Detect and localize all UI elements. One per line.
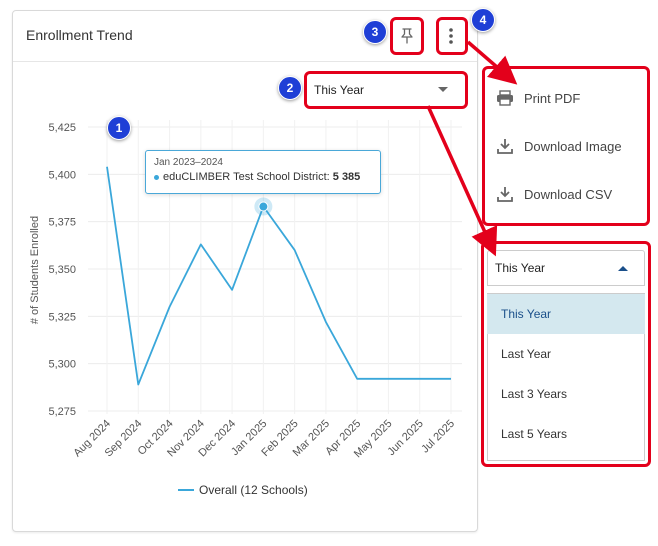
step-badge-2: 2	[278, 76, 302, 100]
y-tick-label: 5,400	[48, 169, 76, 181]
range-dropdown-value: This Year	[495, 261, 546, 275]
step-badge-3: 3	[363, 20, 387, 44]
year-select[interactable]: This Year	[308, 76, 462, 104]
y-tick-label: 5,325	[48, 311, 76, 323]
y-axis-ticks: 5,275 5,300 5,325 5,350 5,375 5,400 5,425	[48, 122, 76, 418]
range-option-last-5-years[interactable]: Last 5 Years	[487, 414, 645, 454]
chart-tooltip: Jan 2023–2024 eduCLIMBER Test School Dis…	[145, 150, 381, 194]
year-select-highlight	[304, 71, 468, 109]
pin-icon	[401, 28, 413, 44]
range-option-this-year[interactable]: This Year	[487, 294, 645, 334]
year-select-value: This Year	[314, 83, 365, 97]
option-label: Last Year	[501, 347, 552, 361]
tooltip-line: eduCLIMBER Test School District: 5 385	[154, 171, 372, 183]
range-dropdown-highlight	[481, 241, 651, 467]
option-label: This Year	[501, 307, 552, 321]
download-icon	[497, 187, 513, 202]
legend-label: Overall (12 Schools)	[199, 483, 308, 497]
legend: Overall (12 Schools)	[178, 483, 308, 497]
chevron-down-icon	[438, 87, 448, 92]
tooltip-value: 5 385	[332, 171, 361, 183]
range-option-last-3-years[interactable]: Last 3 Years	[487, 374, 645, 414]
series-points	[254, 197, 273, 216]
card-divider	[13, 61, 477, 62]
chevron-up-icon	[618, 266, 628, 271]
menu-item-label: Print PDF	[524, 90, 581, 106]
step-badge-1: 1	[107, 116, 131, 140]
step-badge-4: 4	[471, 8, 495, 32]
tooltip-series-name: eduCLIMBER Test School District:	[163, 171, 330, 183]
menu-item-download-csv[interactable]: Download CSV	[496, 186, 612, 202]
highlighted-data-point[interactable]	[258, 201, 269, 212]
export-menu-highlight	[482, 66, 650, 226]
menu-item-label: Download Image	[524, 138, 622, 154]
menu-item-print-pdf[interactable]: Print PDF	[496, 90, 580, 106]
y-tick-label: 5,275	[48, 406, 76, 418]
range-option-last-year[interactable]: Last Year	[487, 334, 645, 374]
printer-icon	[497, 90, 513, 106]
y-axis-label: # of Students Enrolled	[29, 216, 41, 324]
tooltip-series-dot	[154, 174, 159, 180]
range-dropdown[interactable]: This Year	[487, 250, 645, 286]
x-tick-label: Jul 2025	[419, 418, 457, 456]
y-tick-label: 5,300	[48, 359, 76, 371]
y-tick-label: 5,375	[48, 217, 76, 229]
menu-item-download-image[interactable]: Download Image	[496, 138, 622, 154]
option-label: Last 5 Years	[501, 427, 568, 441]
more-options-highlight	[436, 17, 468, 55]
menu-item-label: Download CSV	[524, 186, 613, 202]
pin-highlight	[390, 17, 424, 55]
y-tick-label: 5,350	[48, 264, 76, 276]
card-title: Enrollment Trend	[26, 27, 133, 43]
y-tick-label: 5,425	[48, 122, 76, 134]
download-icon	[497, 139, 513, 154]
export-menu-panel	[486, 70, 646, 222]
pin-button[interactable]	[394, 22, 420, 50]
tooltip-date: Jan 2023–2024	[154, 157, 223, 168]
option-label: Last 3 Years	[501, 387, 568, 401]
vertical-dots-icon	[449, 28, 453, 44]
more-options-button[interactable]	[440, 22, 462, 50]
series-line-overall	[106, 166, 451, 386]
